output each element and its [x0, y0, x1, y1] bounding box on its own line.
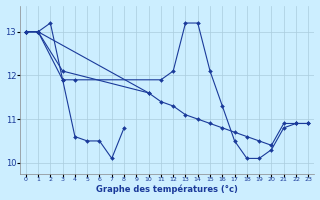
X-axis label: Graphe des températures (°c): Graphe des températures (°c) [96, 185, 238, 194]
